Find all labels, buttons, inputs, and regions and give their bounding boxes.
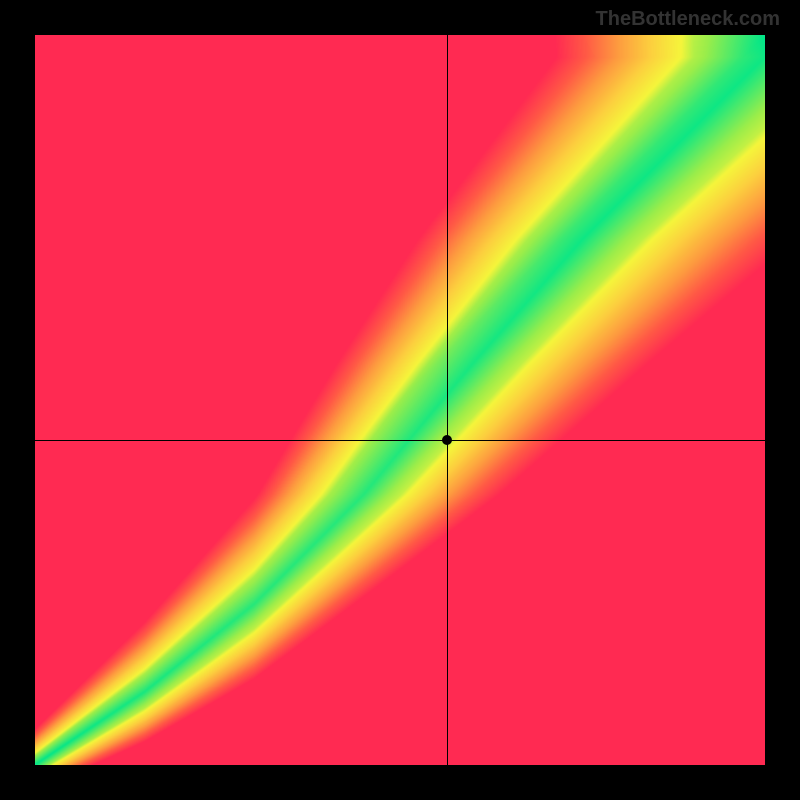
heatmap-canvas xyxy=(35,35,765,765)
crosshair-horizontal xyxy=(35,440,765,441)
plot-area xyxy=(35,35,765,765)
watermark-text: TheBottleneck.com xyxy=(596,8,780,31)
crosshair-marker xyxy=(442,435,452,445)
crosshair-vertical xyxy=(447,35,448,765)
